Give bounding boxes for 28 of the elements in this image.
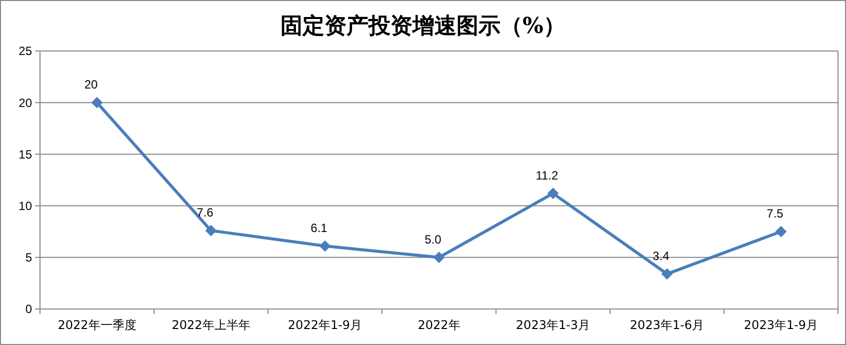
y-tick-label: 0 [25, 302, 32, 316]
x-tick-label: 2023年1-3月 [516, 318, 590, 332]
point [320, 240, 330, 252]
x-tick-label: 2022年上半年 [172, 318, 250, 332]
data-label: 7.6 [196, 206, 214, 220]
point [776, 226, 786, 238]
data-label: 20 [84, 78, 98, 92]
data-label: 5.0 [424, 232, 442, 246]
y-tick-label: 15 [18, 147, 32, 162]
data-label: 7.5 [766, 206, 784, 221]
point [92, 97, 102, 108]
data-label: 6.1 [310, 221, 328, 236]
y-tick-label: 20 [18, 96, 32, 110]
x-tick-label: 2023年1-6月 [630, 318, 704, 332]
x-tick-label: 2022年1-9月 [288, 318, 362, 332]
point [434, 252, 444, 263]
y-tick-label: 5 [25, 250, 32, 265]
point [206, 225, 216, 236]
x-tick-label: 2022年 [418, 318, 460, 332]
x-tick-label: 2023年1-9月 [744, 318, 818, 332]
point [548, 188, 558, 199]
point [662, 268, 672, 280]
chart-title: 固定资产投资增速图示（%） [280, 13, 566, 39]
x-tick-label: 2022年一季度 [58, 318, 136, 332]
data-label: 3.4 [652, 248, 670, 263]
data-label: 11.2 [536, 168, 559, 182]
y-tick-label: 10 [18, 199, 32, 213]
y-tick-label: 25 [18, 44, 32, 58]
